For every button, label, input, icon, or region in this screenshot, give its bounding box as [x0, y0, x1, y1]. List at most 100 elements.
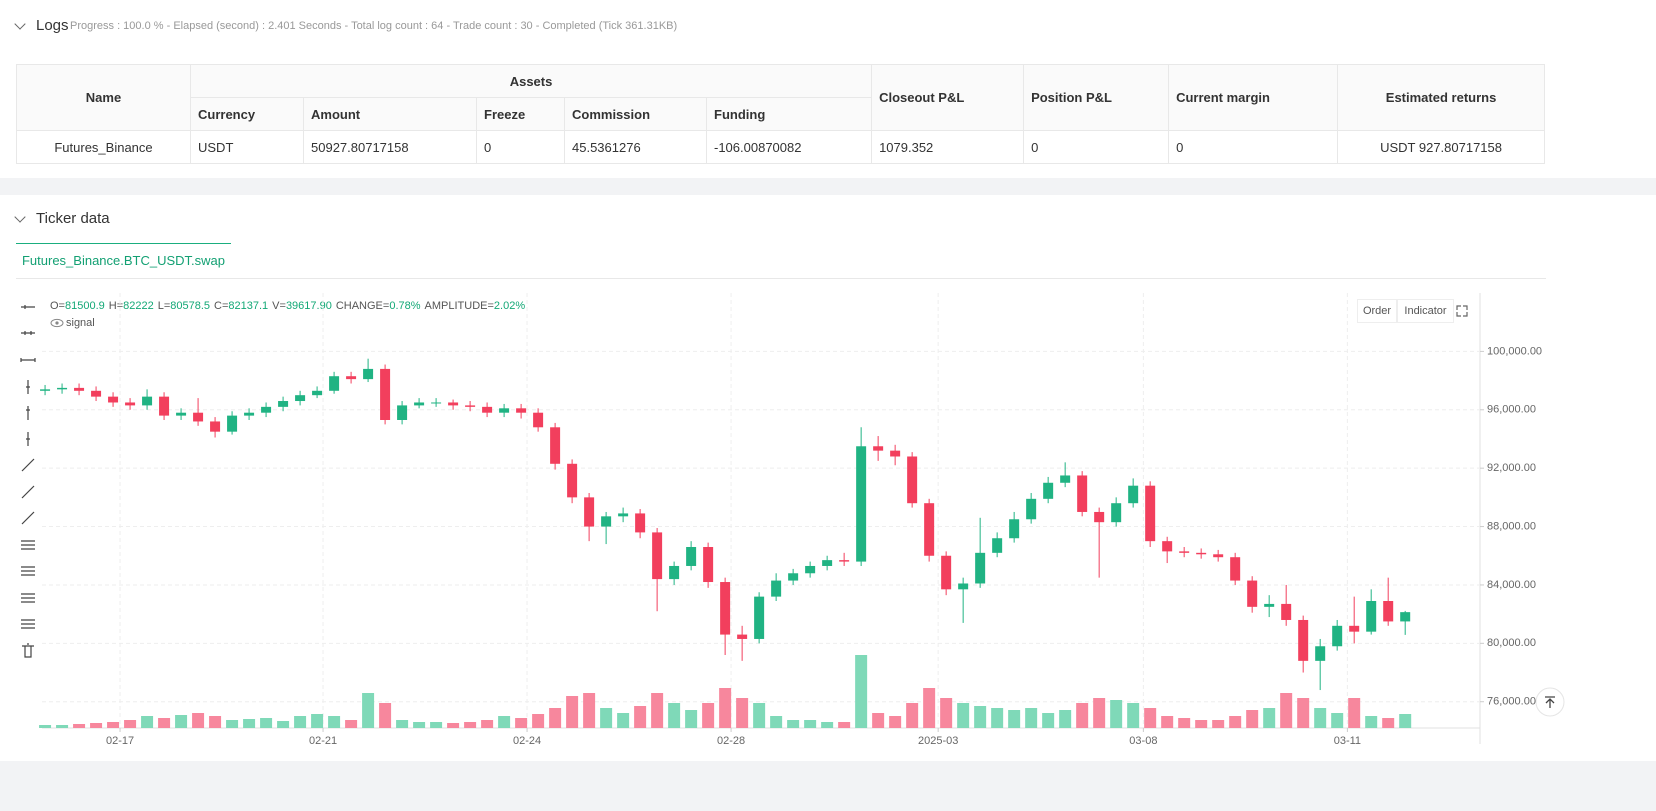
volume-bar: [991, 708, 1004, 728]
candle-body: [176, 412, 187, 416]
logs-title: Logs: [36, 17, 69, 34]
indicator-button[interactable]: Indicator: [1397, 299, 1454, 323]
drawing-tool[interactable]: [26, 406, 30, 420]
candle-body: [346, 376, 357, 380]
candle-body: [907, 456, 918, 504]
volume-bar: [73, 724, 86, 728]
drawing-tool[interactable]: [21, 305, 35, 309]
y-tick-label: 92,000.00: [1487, 462, 1536, 474]
candle-body: [1094, 511, 1105, 523]
cell: USDT: [190, 130, 304, 164]
candle-body: [1111, 503, 1122, 523]
candle-body: [465, 405, 476, 407]
volume-bar: [1229, 716, 1242, 728]
volume-bar: [56, 725, 69, 728]
cell: USDT 927.80717158: [1337, 130, 1546, 164]
y-tick-label: 76,000.00: [1487, 696, 1536, 708]
candle-body: [567, 463, 578, 498]
column-header: Closeout P&L: [871, 64, 1025, 131]
candle-body: [652, 532, 663, 580]
volume-bar: [294, 716, 307, 728]
drawing-tool[interactable]: [21, 593, 35, 603]
tool-glyph: [26, 406, 30, 420]
volume-bar: [464, 722, 477, 728]
candle-body: [975, 552, 986, 584]
assets-table: Name Assets Closeout P&L Position P&L Curren…: [16, 64, 1546, 164]
volume-bar: [1059, 710, 1072, 728]
symbol-tab[interactable]: Futures_Binance.BTC_USDT.swap: [16, 243, 231, 278]
volume-bar: [804, 720, 817, 728]
legend-value: 82137.1: [228, 300, 269, 312]
candle-body: [1128, 485, 1139, 504]
tool-glyph: [21, 511, 35, 525]
volume-bar: [872, 713, 885, 728]
volume-bar: [141, 716, 154, 728]
order-button[interactable]: Order: [1357, 299, 1397, 323]
volume-bar: [1365, 716, 1378, 728]
candle-body: [924, 503, 935, 556]
volume-bar: [651, 693, 664, 728]
volume-bar: [413, 722, 426, 728]
volume-bar: [498, 716, 511, 728]
candle-body: [618, 513, 629, 517]
candle-body: [890, 450, 901, 457]
volume-bar: [1110, 700, 1123, 728]
volume-bar: [787, 720, 800, 728]
tool-glyph: [26, 432, 30, 446]
y-tick-label: 88,000.00: [1487, 520, 1536, 532]
candle-body: [1400, 612, 1411, 622]
volume-bar: [90, 723, 103, 728]
indicator-label: signal: [66, 317, 95, 329]
candle-body: [159, 396, 170, 416]
legend-label: L=: [157, 300, 171, 312]
column-header: Amount: [303, 97, 477, 131]
candle-body: [431, 402, 442, 404]
drawing-tool[interactable]: [21, 331, 35, 335]
volume-bar: [481, 720, 494, 728]
drawing-tool[interactable]: [21, 458, 35, 472]
eye-icon[interactable]: [50, 318, 64, 328]
drawing-tool[interactable]: [21, 511, 35, 525]
header-row: Name Assets Closeout P&L Position P&L Curren…: [16, 64, 1546, 131]
volume-bar: [124, 720, 137, 728]
drawing-tool[interactable]: [21, 485, 35, 499]
candle-body: [1230, 557, 1241, 581]
legend-label: C=: [214, 300, 229, 312]
scroll-top-button[interactable]: [1535, 687, 1565, 717]
drawing-tool[interactable]: [21, 619, 35, 629]
column-header: Position P&L: [1023, 64, 1170, 131]
volume-bar: [277, 721, 290, 728]
volume-bar: [583, 693, 596, 728]
volume-bar: [39, 725, 52, 728]
fullscreen-icon[interactable]: [1455, 304, 1469, 318]
candle-body: [40, 389, 51, 391]
data-row: Futures_Binance USDT 50927.80717158 0 45.536…: [16, 130, 1546, 164]
volume-bar: [1348, 698, 1361, 728]
tool-glyph: [21, 458, 35, 472]
drawing-tool[interactable]: [26, 380, 30, 394]
volume-bar: [107, 722, 120, 728]
candle-body: [108, 396, 119, 403]
y-tick-label: 84,000.00: [1487, 579, 1536, 591]
volume-bar: [311, 714, 324, 728]
drawing-tool[interactable]: [21, 566, 35, 576]
volume-bar: [532, 714, 545, 728]
drawing-tool[interactable]: [21, 540, 35, 550]
candle-body: [720, 582, 731, 635]
tool-glyph: [21, 540, 35, 550]
candle-body: [516, 408, 527, 413]
drawing-tool[interactable]: [22, 643, 34, 658]
volume-bar: [1212, 720, 1225, 728]
candle-body: [1060, 475, 1071, 483]
volume-bar: [668, 703, 681, 728]
volume-bar: [515, 718, 528, 728]
legend-value: 80578.5: [170, 300, 211, 312]
volume-bar: [855, 655, 868, 728]
column-header: Commission: [564, 97, 707, 131]
candle-body: [601, 516, 612, 527]
drawing-tool[interactable]: [20, 358, 36, 362]
volume-bar: [719, 688, 732, 728]
volume-bar: [1127, 703, 1140, 728]
volume-bar: [923, 688, 936, 728]
drawing-tool[interactable]: [26, 432, 30, 446]
